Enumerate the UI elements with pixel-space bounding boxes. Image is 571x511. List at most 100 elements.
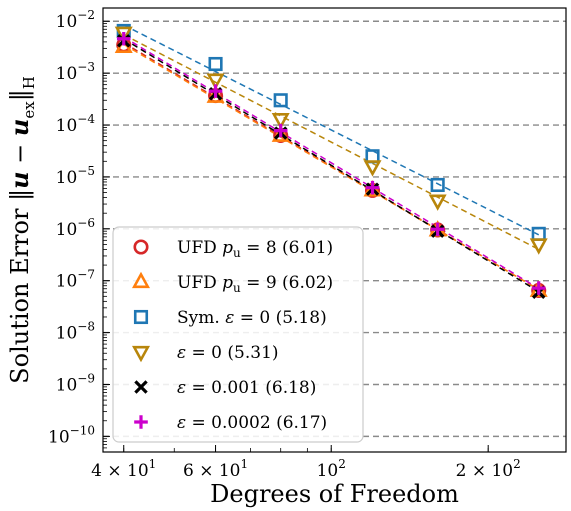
legend: UFD pu = 8 (6.01)UFD pu = 9 (6.02)Sym. ε… bbox=[112, 226, 364, 443]
y-tick-label: 10−10 bbox=[48, 423, 95, 447]
data-point bbox=[529, 238, 548, 255]
series-fit-line bbox=[123, 38, 540, 293]
y-tick-base: 10 bbox=[56, 12, 78, 32]
data-point bbox=[430, 177, 445, 193]
axis-ticks: 10−210−310−410−510−610−710−810−910−104 ×… bbox=[48, 8, 521, 481]
y-axis-label-norm-open: ‖ bbox=[6, 189, 35, 201]
y-tick-base: 10 bbox=[56, 168, 78, 188]
legend-label-sub: u bbox=[233, 281, 241, 295]
legend-label: UFD pu = 8 (6.01) bbox=[177, 238, 333, 260]
y-axis-label-ex: ex bbox=[20, 101, 38, 119]
legend-marker bbox=[133, 239, 149, 255]
y-tick-base: 10 bbox=[56, 64, 78, 84]
y-tick-base: 10 bbox=[56, 375, 78, 395]
x-tick-exponent: 1 bbox=[240, 457, 248, 471]
legend-label-var: p bbox=[222, 273, 233, 293]
series-markers bbox=[114, 23, 548, 299]
y-tick-exponent: −3 bbox=[77, 60, 95, 74]
series-fit-line bbox=[123, 36, 540, 290]
legend-marker bbox=[134, 380, 148, 394]
legend-label-text: UFD bbox=[177, 273, 222, 293]
y-tick-exponent: −9 bbox=[77, 371, 95, 385]
y-axis-label-u2: u bbox=[5, 119, 34, 136]
legend-label-rest: = 0.001 (6.18) bbox=[186, 378, 316, 398]
legend-marker bbox=[134, 415, 148, 429]
legend-label: UFD pu = 9 (6.02) bbox=[177, 273, 333, 295]
legend-marker bbox=[133, 309, 149, 325]
y-tick-exponent: −4 bbox=[77, 112, 95, 126]
y-tick-label: 10−5 bbox=[56, 164, 95, 188]
y-tick-exponent: −10 bbox=[70, 423, 95, 437]
y-axis-label-prefix: Solution Error bbox=[6, 201, 34, 384]
legend-label-rest: = 0.0002 (6.17) bbox=[186, 413, 327, 433]
y-axis-label-h: H bbox=[20, 76, 38, 89]
legend-label-rest: = 9 (6.02) bbox=[241, 273, 333, 293]
y-tick-base: 10 bbox=[56, 324, 78, 344]
plot-frame bbox=[102, 7, 567, 453]
series-fit-line bbox=[123, 24, 540, 236]
y-tick-label: 10−9 bbox=[56, 371, 95, 395]
x-tick-label: 4 × 101 bbox=[91, 457, 156, 481]
data-point bbox=[208, 56, 223, 72]
y-axis-label: Solution Error ‖u − uex‖H bbox=[5, 76, 38, 384]
y-tick-exponent: −2 bbox=[77, 8, 95, 22]
legend-label-var: ε bbox=[177, 343, 186, 363]
x-tick-base: 10 bbox=[317, 461, 339, 481]
data-point bbox=[430, 222, 445, 237]
y-axis-label-minus: − bbox=[6, 136, 34, 171]
legend-label: ε = 0.0002 (6.17) bbox=[177, 413, 327, 433]
legend-label-rest: = 0 (5.31) bbox=[186, 343, 278, 363]
y-tick-base: 10 bbox=[56, 116, 78, 136]
data-point bbox=[428, 194, 447, 211]
legend-label-var: ε bbox=[225, 308, 234, 328]
y-tick-base: 10 bbox=[48, 427, 70, 447]
series-fit-line bbox=[123, 34, 540, 251]
y-tick-exponent: −5 bbox=[77, 164, 95, 178]
legend-label-var: ε bbox=[177, 413, 186, 433]
y-tick-exponent: −6 bbox=[77, 216, 95, 230]
y-tick-exponent: −7 bbox=[77, 268, 95, 282]
data-point bbox=[273, 93, 288, 108]
legend-marker bbox=[132, 271, 150, 289]
legend-label: Sym. ε = 0 (5.18) bbox=[177, 308, 327, 328]
x-axis-label: Degrees of Freedom bbox=[210, 480, 459, 508]
y-axis-label-u: u bbox=[5, 171, 34, 188]
legend-label: ε = 0.001 (6.18) bbox=[177, 378, 316, 398]
data-point bbox=[365, 180, 380, 195]
legend-label-var: p bbox=[222, 238, 233, 258]
y-tick-label: 10−2 bbox=[56, 8, 95, 32]
y-axis-label-norm-close: ‖ bbox=[6, 89, 35, 101]
y-tick-label: 10−3 bbox=[56, 60, 95, 84]
y-tick-label: 10−8 bbox=[56, 320, 95, 344]
x-tick-base: 4 × 10 bbox=[91, 461, 149, 481]
x-tick-exponent: 2 bbox=[338, 457, 346, 471]
x-tick-base: 6 × 10 bbox=[183, 461, 241, 481]
y-tick-label: 10−6 bbox=[56, 216, 95, 240]
y-tick-exponent: −8 bbox=[77, 320, 95, 334]
x-tick-label: 102 bbox=[317, 457, 346, 481]
data-point bbox=[273, 123, 288, 138]
legend-label-var: ε bbox=[177, 378, 186, 398]
y-tick-base: 10 bbox=[56, 220, 78, 240]
x-tick-exponent: 1 bbox=[149, 457, 157, 471]
data-point bbox=[531, 281, 546, 295]
y-tick-label: 10−7 bbox=[56, 268, 95, 292]
legend-label-text: Sym. bbox=[177, 308, 225, 328]
y-tick-base: 10 bbox=[56, 272, 78, 292]
data-point bbox=[208, 84, 223, 98]
x-tick-exponent: 2 bbox=[513, 457, 521, 471]
x-tick-label: 6 × 101 bbox=[183, 457, 248, 481]
data-point bbox=[271, 113, 290, 130]
data-point bbox=[114, 26, 133, 44]
data-point bbox=[206, 73, 225, 90]
data-point bbox=[116, 31, 131, 46]
data-point bbox=[363, 160, 382, 177]
legend-label: ε = 0 (5.31) bbox=[177, 343, 279, 363]
data-point bbox=[531, 226, 546, 241]
legend-label-rest: = 0 (5.18) bbox=[234, 308, 326, 328]
x-tick-base: 2 × 10 bbox=[456, 461, 514, 481]
legend-label-text: UFD bbox=[177, 238, 222, 258]
legend-label-rest: = 8 (6.01) bbox=[241, 238, 333, 258]
series-lines bbox=[123, 24, 540, 293]
